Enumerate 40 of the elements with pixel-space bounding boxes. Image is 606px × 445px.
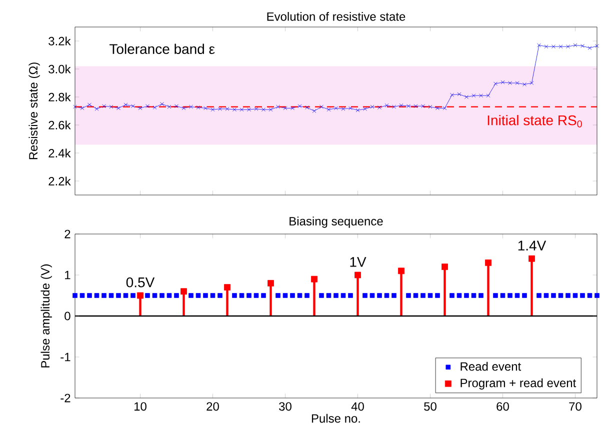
legend-label: Program + read event <box>460 378 576 390</box>
y-axis-title: Resistive state (Ω) <box>28 62 40 160</box>
annotation: 0.5V <box>126 277 155 288</box>
x-tick-label: 30 <box>279 402 292 411</box>
point <box>398 268 404 274</box>
y-tick-label: 3.2k <box>48 36 71 46</box>
point <box>485 260 492 266</box>
annotation: 1.4V <box>518 240 546 250</box>
point <box>268 280 274 286</box>
y-tick-label: 2.2k <box>48 176 71 186</box>
y-tick-label: 3.0k <box>48 64 71 74</box>
x-tick-label: 20 <box>206 402 219 411</box>
point <box>137 292 144 299</box>
x-tick-label: 60 <box>496 402 509 411</box>
x-tick-label: 10 <box>134 402 146 411</box>
point <box>311 276 318 282</box>
chart-title: Biasing sequence <box>290 216 383 228</box>
point <box>442 264 448 270</box>
chart-title: Evolution of resistive state <box>267 12 406 21</box>
y-tick-label: 2.6k <box>48 120 71 130</box>
y-tick-label: 1 <box>65 270 70 280</box>
band-label: Tolerance band ε <box>110 44 215 54</box>
point <box>354 272 361 278</box>
y-tick-label: 2 <box>64 230 70 238</box>
y-axis-title: Pulse amplitude (V) <box>40 264 52 368</box>
y-tick-label: -1 <box>60 352 70 362</box>
point <box>180 288 187 295</box>
point <box>224 284 230 290</box>
ref-line-label: Initial state RS$_{0}$ <box>488 115 582 128</box>
y-tick-label: 2.4k <box>48 148 71 158</box>
x-tick-label: 40 <box>351 402 364 411</box>
y-tick-label: 0 <box>64 312 70 320</box>
x-tick-label: 70 <box>569 402 582 411</box>
x-tick-label: 50 <box>424 402 436 411</box>
annotation: 1V <box>350 257 366 267</box>
y-tick-label: 2.8k <box>48 92 71 102</box>
point <box>528 255 535 262</box>
y-tick-label: -2 <box>60 394 70 402</box>
x-axis-title: Pulse no. <box>312 414 360 423</box>
legend-label: Read event <box>460 362 522 371</box>
